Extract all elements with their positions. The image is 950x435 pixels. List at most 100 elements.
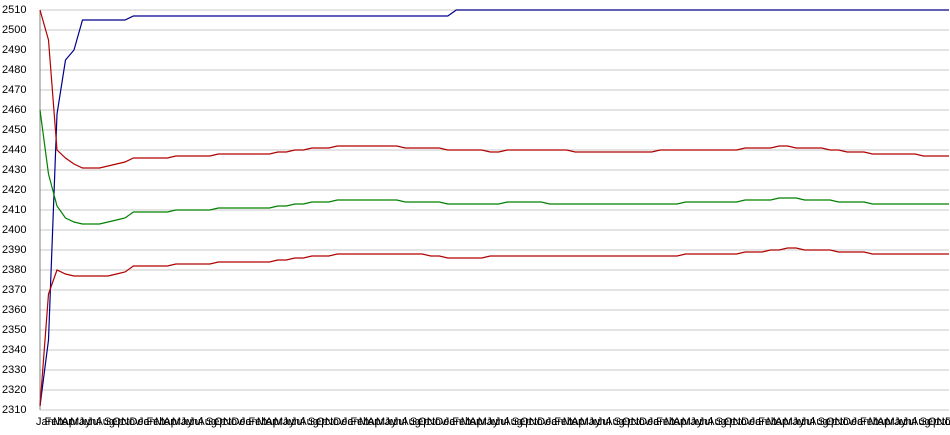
x-tick-label: Mar (155, 416, 174, 428)
x-tick-label: May (70, 416, 91, 428)
x-tick-label: Feb (44, 416, 63, 428)
x-tick-label: Oct (112, 416, 129, 428)
x-tick-label: Dec (945, 416, 950, 428)
y-tick-label: 2490 (2, 44, 26, 56)
x-tick-label: Dec (333, 416, 353, 428)
x-tick-label: Nov (121, 416, 141, 428)
x-tick-label: Jan (444, 416, 462, 428)
y-tick-label: 2500 (2, 24, 26, 36)
x-tick-label: Jul (393, 416, 407, 428)
y-tick-label: 2350 (2, 324, 26, 336)
x-tick-label: Jun (180, 416, 198, 428)
x-tick-label: Sep (206, 416, 226, 428)
x-tick-label: Dec (129, 416, 149, 428)
x-tick-label: Nov (937, 416, 950, 428)
y-tick-label: 2320 (2, 384, 26, 396)
x-tick-label: Dec (435, 416, 455, 428)
x-tick-label: Jul (189, 416, 203, 428)
x-tick-label: Feb (758, 416, 777, 428)
y-tick-label: 2440 (2, 144, 26, 156)
x-tick-label: Oct (928, 416, 945, 428)
x-tick-label: Jan (342, 416, 360, 428)
x-tick-label: Apr (163, 416, 180, 428)
x-tick-label: Mar (665, 416, 684, 428)
x-tick-label: Jan (240, 416, 258, 428)
x-tick-label: May (478, 416, 499, 428)
x-tick-label: Apr (469, 416, 486, 428)
x-tick-label: Nov (733, 416, 753, 428)
y-tick-label: 2370 (2, 284, 26, 296)
x-tick-label: Jul (291, 416, 305, 428)
x-tick-label: Nov (631, 416, 651, 428)
y-tick-label: 2360 (2, 304, 26, 316)
y-tick-label: 2310 (2, 404, 26, 416)
x-tick-label: Dec (843, 416, 863, 428)
x-tick-label: Aug (95, 416, 115, 428)
x-tick-label: Jul (597, 416, 611, 428)
x-tick-label: Jun (690, 416, 708, 428)
x-tick-label: May (784, 416, 805, 428)
x-tick-label: Oct (724, 416, 741, 428)
x-tick-label: Jan (546, 416, 564, 428)
x-tick-label: Feb (656, 416, 675, 428)
x-tick-label: Feb (146, 416, 165, 428)
x-tick-label: Dec (231, 416, 251, 428)
x-tick-label: Jun (486, 416, 504, 428)
x-tick-label: Jan (750, 416, 768, 428)
x-tick-label: Aug (605, 416, 625, 428)
x-tick-label: Nov (427, 416, 447, 428)
x-tick-label: May (172, 416, 193, 428)
x-tick-label: Mar (359, 416, 378, 428)
series-line (39, 9, 949, 407)
x-tick-label: Nov (529, 416, 549, 428)
y-tick-label: 2390 (2, 244, 26, 256)
x-tick-label: Jun (588, 416, 606, 428)
x-tick-label: Mar (461, 416, 480, 428)
x-tick-label: Feb (860, 416, 879, 428)
x-tick-label: Feb (350, 416, 369, 428)
series-line (39, 9, 949, 169)
x-tick-label: Jun (282, 416, 300, 428)
x-tick-label: Sep (614, 416, 634, 428)
x-tick-label: Mar (257, 416, 276, 428)
x-tick-label: Jun (384, 416, 402, 428)
x-tick-label: Jun (894, 416, 912, 428)
x-tick-label: Oct (826, 416, 843, 428)
y-tick-label: 2460 (2, 104, 26, 116)
x-tick-label: Jul (801, 416, 815, 428)
x-tick-label: Sep (104, 416, 124, 428)
x-tick-label: Dec (741, 416, 761, 428)
x-tick-label: Oct (214, 416, 231, 428)
x-tick-label: Apr (571, 416, 588, 428)
x-tick-label: Oct (520, 416, 537, 428)
x-tick-label: Feb (452, 416, 471, 428)
x-tick-label: Jul (495, 416, 509, 428)
x-tick-label: Jun (78, 416, 96, 428)
x-tick-label: May (682, 416, 703, 428)
x-tick-label: Aug (401, 416, 421, 428)
x-tick-label: Aug (197, 416, 217, 428)
series-line (39, 109, 949, 225)
x-tick-label: Sep (410, 416, 430, 428)
x-tick-label: Jan (138, 416, 156, 428)
x-tick-label: Apr (673, 416, 690, 428)
y-tick-label: 2510 (2, 4, 26, 16)
x-tick-label: Apr (775, 416, 792, 428)
x-tick-label: Aug (707, 416, 727, 428)
x-tick-label: Aug (911, 416, 931, 428)
y-tick-label: 2400 (2, 224, 26, 236)
x-tick-label: Mar (767, 416, 786, 428)
series-line (39, 247, 949, 407)
x-tick-label: Jan (852, 416, 870, 428)
y-tick-label: 2410 (2, 204, 26, 216)
x-tick-label: Mar (869, 416, 888, 428)
x-tick-label: Sep (818, 416, 838, 428)
x-tick-label: Nov (325, 416, 345, 428)
x-tick-label: Jul (699, 416, 713, 428)
x-tick-label: Sep (920, 416, 940, 428)
x-tick-label: Feb (248, 416, 267, 428)
x-tick-label: Aug (503, 416, 523, 428)
x-tick-label: Aug (809, 416, 829, 428)
x-tick-label: Sep (512, 416, 532, 428)
